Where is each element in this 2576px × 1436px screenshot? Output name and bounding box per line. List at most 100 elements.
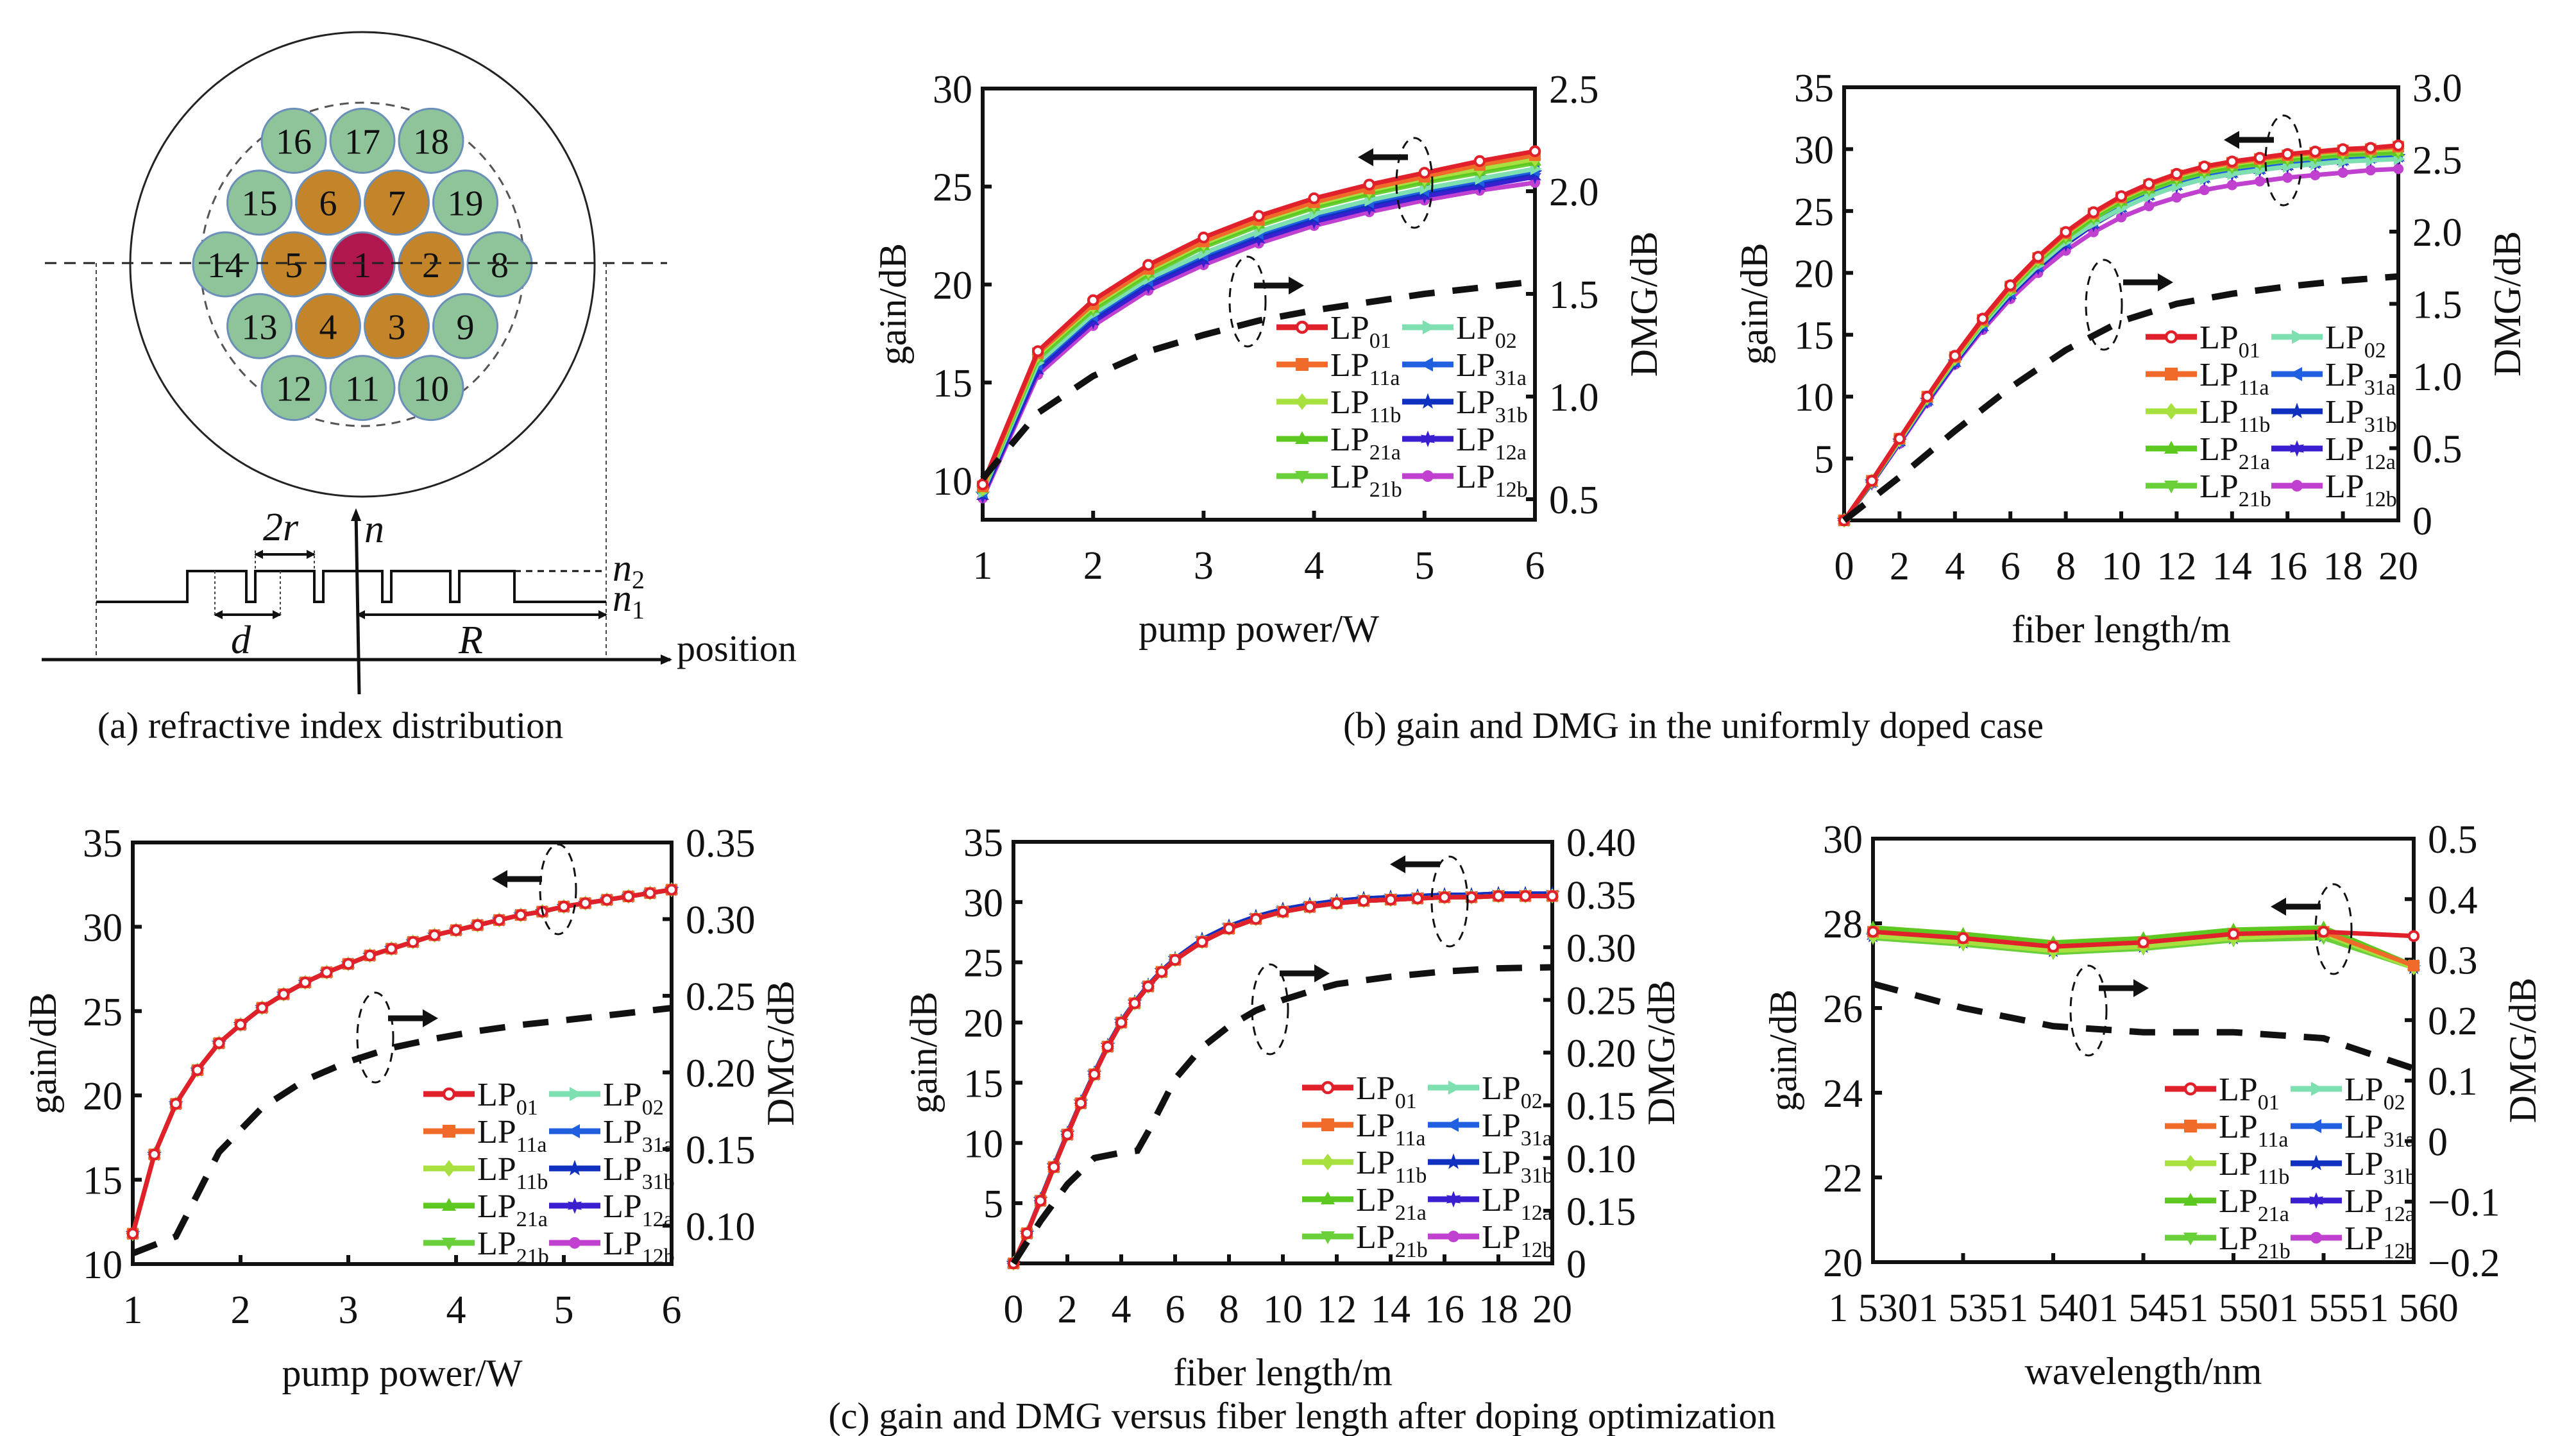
y-tick-label: 30 <box>933 68 972 112</box>
legend-label: LP31a <box>1456 347 1527 390</box>
x-tick-label: 6 <box>1165 1288 1185 1331</box>
core-7: 7 <box>364 169 430 236</box>
y2-tick-label: 0.15 <box>686 1129 756 1172</box>
x-axis-title: fiber length/m <box>2012 608 2231 651</box>
marker-circle-open <box>1196 936 1208 948</box>
series-LP21b <box>126 885 678 1241</box>
marker-circle-open <box>1047 1161 1060 1174</box>
right-arrow-icon <box>1254 277 1304 295</box>
marker-circle-open <box>277 988 290 1000</box>
y2-tick-label: 2.5 <box>1549 68 1599 112</box>
core-12: 12 <box>260 355 327 422</box>
legend-label-sub: 21a <box>2258 1202 2289 1226</box>
marker-circle-open <box>126 1227 139 1240</box>
marker-triangle-up <box>442 1198 456 1211</box>
legend-label: LP31b <box>2344 1146 2416 1189</box>
y2-axis-title: DMG/dB <box>759 980 802 1126</box>
legend-label-sub: 12b <box>2364 488 2397 511</box>
gain-annotation-ellipse <box>1395 137 1434 229</box>
legend-label-main: LP <box>477 1151 516 1188</box>
core-circle <box>398 355 464 422</box>
core-label: 3 <box>388 307 406 347</box>
marker-circle <box>2254 176 2266 187</box>
x-tick-label: 6 <box>1525 544 1545 588</box>
legend-item-LP11a: LP11a <box>423 1114 547 1157</box>
series-line <box>130 887 672 1235</box>
y2-tick-label: 2.0 <box>2412 211 2462 255</box>
legend-label: LP01 <box>2219 1072 2280 1115</box>
marker-square <box>2184 1120 2197 1133</box>
marker-triangle-down <box>1295 471 1309 484</box>
marker-circle-open <box>2142 178 2155 190</box>
right-arrow-icon <box>388 1009 438 1027</box>
marker-circle-open <box>1949 350 1962 362</box>
legend-item-LP12a: LP12a <box>2271 431 2396 474</box>
series-LP01 <box>976 145 1541 491</box>
legend-label-sub: 21b <box>1369 478 1402 502</box>
marker-triangle-down <box>2183 1233 2198 1245</box>
marker-circle-open <box>2004 279 2017 291</box>
y2-tick-label: 0.5 <box>2428 818 2478 862</box>
core-label: 6 <box>319 184 337 224</box>
y-tick-label: 30 <box>1794 128 1834 172</box>
marker-circle-open <box>1303 901 1316 913</box>
x-tick-label: 16 <box>2267 545 2307 588</box>
marker-star <box>1445 1153 1462 1169</box>
core-label: 14 <box>207 246 243 286</box>
legend-label-sub: 31b <box>642 1170 675 1194</box>
marker-circle-open <box>342 957 355 970</box>
legend-label-sub: 21a <box>1395 1201 1427 1225</box>
series-LP02 <box>128 883 679 1240</box>
legend-item-LP12a: LP12a <box>1428 1182 1552 1225</box>
y2-tick-label: 1.0 <box>2412 355 2462 399</box>
dim-2r <box>254 550 316 571</box>
x-tick-label: 4 <box>1945 545 1965 588</box>
y-tick-label: 35 <box>963 821 1003 865</box>
arrow-head <box>1289 277 1304 295</box>
x-tick-label: 12 <box>2157 545 2196 588</box>
core-label: 2 <box>422 246 440 286</box>
marker-triangle-down <box>442 1238 456 1251</box>
marker-circle-open <box>2227 928 2240 940</box>
marker-circle-open <box>2171 167 2183 180</box>
marker-circle-open <box>514 909 527 921</box>
legend-label: LP12b <box>603 1226 675 1269</box>
marker-circle <box>569 1237 580 1249</box>
legend-label-sub: 12a <box>2384 1202 2415 1226</box>
core-17: 17 <box>329 107 396 174</box>
marker-circle-open <box>1223 922 1235 935</box>
marker-circle-open <box>1363 178 1375 191</box>
y-tick-label: 10 <box>963 1122 1003 1166</box>
marker-triangle-up <box>1295 431 1309 444</box>
marker-diamond <box>1321 1154 1334 1170</box>
y2-axis-title: DMG/dB <box>2502 978 2544 1124</box>
legend-label: LP01 <box>1356 1070 1417 1113</box>
legend-label-sub: 01 <box>2239 339 2260 363</box>
caption-a: (a) refractive index distribution <box>97 705 563 746</box>
y-tick-label: 35 <box>1794 67 1834 110</box>
legend-label: LP02 <box>2325 320 2386 363</box>
right-arrow-icon <box>1280 964 1330 982</box>
legend-label: LP02 <box>2344 1072 2405 1115</box>
legend-item-LP21b: LP21b <box>2146 468 2271 511</box>
legend-label-main: LP <box>2344 1109 2384 1145</box>
legend-label-main: LP <box>1482 1145 1521 1181</box>
marker-circle <box>1448 1231 1459 1242</box>
legend-label-sub: 01 <box>516 1096 538 1120</box>
legend-label-sub: 21a <box>2239 450 2270 474</box>
legend-label: LP02 <box>603 1077 664 1120</box>
y-tick-label: 20 <box>933 264 972 307</box>
legend-label: LP31a <box>603 1114 674 1157</box>
legend-label: LP12b <box>2325 468 2397 511</box>
legend-label-sub: 21b <box>2258 1240 2291 1263</box>
marker-circle-open <box>1438 891 1451 903</box>
legend-label-sub: 12b <box>2384 1240 2416 1263</box>
left-arrow-icon <box>1358 148 1408 166</box>
y2-tick-label: 0.40 <box>1566 821 1636 865</box>
y2-tick-label: 2.0 <box>1549 171 1599 214</box>
legend-label: LP02 <box>1482 1070 1543 1113</box>
marker-circle-open <box>1976 312 1989 325</box>
legend-item-LP11b: LP11b <box>1302 1145 1427 1188</box>
arrow-head <box>2271 898 2286 916</box>
marker-triangle-left <box>567 1124 580 1138</box>
